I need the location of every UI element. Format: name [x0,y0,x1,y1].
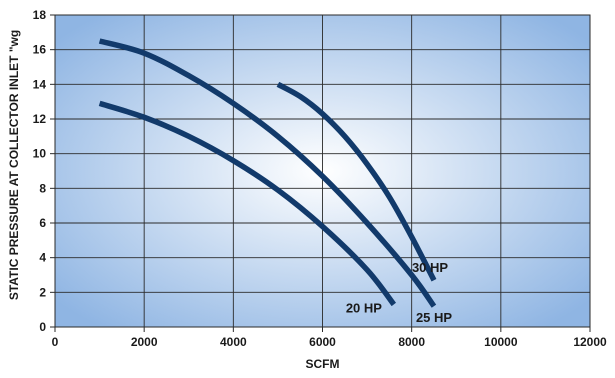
y-tick-label: 14 [33,77,47,91]
y-tick-label: 0 [39,320,46,334]
series-line-20hp [98,100,397,307]
series-label-30hp: 30 HP [412,260,448,275]
ticks: 0 2000 4000 6000 8000 10000 12000 0 2 4 6 8 10 12 14 16… [33,8,607,349]
x-tick-label: 6000 [309,335,336,349]
x-tick-label: 12000 [573,335,607,349]
series-label-25hp: 25 HP [416,310,452,325]
x-tick-label: 2000 [131,335,158,349]
y-tick-label: 4 [39,251,46,265]
series-label-20hp: 20 HP [346,300,382,315]
y-tick-label: 16 [33,43,47,57]
y-tick-label: 12 [33,112,47,126]
y-tick-label: 18 [33,8,47,22]
y-tick-label: 6 [39,216,46,230]
y-axis-label: STATIC PRESSURE AT COLLECTOR INLET "wg [7,30,21,300]
x-tick-label: 0 [52,335,59,349]
x-tick-label: 4000 [220,335,247,349]
x-axis-label: SCFM [306,357,340,371]
y-tick-label: 8 [39,181,46,195]
series-line-25hp [98,38,437,308]
y-tick-label: 2 [39,285,46,299]
x-tick-label: 10000 [484,335,518,349]
series-line-30hp [276,81,437,282]
x-tick-label: 8000 [398,335,425,349]
series-layer [98,38,437,308]
y-tick-label: 10 [33,147,47,161]
